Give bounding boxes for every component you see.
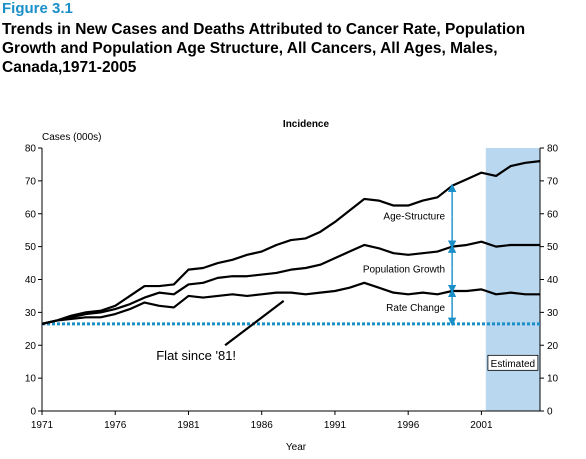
annotation-pointer bbox=[224, 299, 285, 347]
annotation: Flat since '81! bbox=[156, 299, 285, 363]
y-tick-label-left: 70 bbox=[25, 176, 37, 187]
figure-title: Trends in New Cases and Deaths Attribute… bbox=[2, 21, 526, 76]
y-tick-label-left: 10 bbox=[25, 374, 37, 385]
y-tick-label-left: 20 bbox=[25, 341, 37, 352]
series-line-2 bbox=[41, 240, 540, 325]
component-label-bg bbox=[347, 261, 448, 275]
estimated-label: Estimated bbox=[491, 359, 535, 370]
y-tick-label-left: 60 bbox=[25, 209, 37, 220]
component-label: Age-Structure bbox=[383, 212, 445, 223]
y-tick-label-left: 0 bbox=[30, 407, 36, 418]
y-tick-label-right: 50 bbox=[547, 242, 559, 253]
annotation-text: Flat since '81! bbox=[156, 348, 236, 363]
x-tick-label: 1971 bbox=[31, 420, 54, 431]
chart-series bbox=[41, 160, 541, 325]
y-tick-label-right: 0 bbox=[547, 407, 553, 418]
y-tick-label-right: 20 bbox=[547, 341, 559, 352]
x-axis-label: Year bbox=[286, 442, 307, 453]
y-tick-label-left: 30 bbox=[25, 308, 37, 319]
series-line-3 bbox=[41, 281, 540, 325]
x-tick-label: 1976 bbox=[104, 420, 127, 431]
estimated-label-box bbox=[487, 354, 539, 371]
y-tick-label-right: 30 bbox=[547, 308, 559, 319]
x-tick-label: 1986 bbox=[251, 420, 274, 431]
y-tick-label-right: 10 bbox=[547, 374, 559, 385]
figure-number: Figure 3.1 bbox=[2, 0, 73, 17]
chart-ticks: 0 0 10 10 20 20 30 30 40 40 50 50 60 60 70 70 80 80 1971 19… bbox=[25, 144, 559, 432]
y-tick-label-right: 80 bbox=[547, 144, 559, 155]
y-tick-label-right: 40 bbox=[547, 275, 559, 286]
component-labels: Age-Structure Population Growth Rate Chang… bbox=[347, 209, 539, 371]
y-tick-label-left: 80 bbox=[25, 144, 37, 155]
x-tick-label: 2001 bbox=[470, 420, 493, 431]
component-label: Population Growth bbox=[363, 264, 445, 275]
component-label-bg bbox=[381, 300, 448, 314]
component-label: Rate Change bbox=[386, 303, 445, 314]
y-tick-label-right: 60 bbox=[547, 209, 559, 220]
series-line-1 bbox=[41, 160, 541, 325]
y-tick-label-left: 40 bbox=[25, 275, 37, 286]
chart-title: Incidence bbox=[283, 119, 330, 130]
y-tick-label-right: 70 bbox=[547, 176, 559, 187]
chart-axes bbox=[41, 148, 541, 412]
component-label-bg bbox=[370, 209, 448, 223]
x-tick-label: 1996 bbox=[397, 420, 420, 431]
x-tick-label: 1991 bbox=[324, 420, 347, 431]
estimated-region bbox=[485, 148, 540, 411]
y-axis-label: Cases (000s) bbox=[42, 132, 101, 143]
y-tick-label-left: 50 bbox=[25, 242, 37, 253]
x-tick-label: 1981 bbox=[177, 420, 200, 431]
